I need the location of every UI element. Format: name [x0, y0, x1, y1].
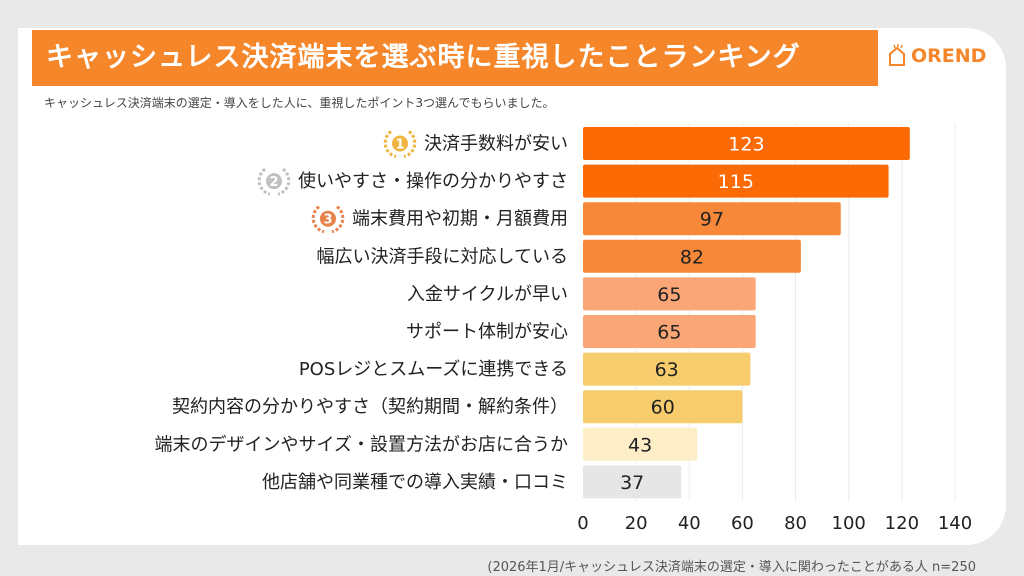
- bar-value-label: 43: [628, 434, 652, 456]
- bar: [583, 239, 801, 273]
- category-label: 端末のデザインやサイズ・設置方法がお店に合うか: [155, 434, 568, 455]
- bar-value-label: 60: [651, 397, 675, 419]
- rank-laurel-icon: [383, 130, 417, 158]
- bar: [583, 352, 751, 386]
- bar: [583, 127, 910, 160]
- rank-badge-circle: [266, 173, 282, 190]
- rank-number: 3: [323, 213, 332, 228]
- x-tick-label: 20: [625, 513, 648, 534]
- rank-badge-circle: [392, 135, 408, 152]
- bar: [583, 315, 756, 348]
- rank-laurel-icon: [257, 167, 291, 196]
- bar-value-label: 37: [620, 472, 644, 494]
- category-label: 他店舗や同業種での導入実績・口コミ: [262, 472, 568, 493]
- x-tick-label: 60: [731, 513, 754, 534]
- bar-value-label: 65: [657, 322, 681, 344]
- x-tick-label: 40: [678, 513, 701, 534]
- source-note: (2026年1月/キャッシュレス決済端末の選定・導入に関わったことがある人 n=…: [487, 560, 976, 575]
- x-tick-label: 100: [832, 513, 866, 534]
- category-label: 入金サイクルが早い: [407, 284, 568, 305]
- x-tick-label: 140: [938, 513, 972, 534]
- bar: [583, 465, 682, 499]
- x-tick-label: 80: [784, 513, 807, 534]
- bar: [583, 164, 889, 198]
- rank-number: 2: [269, 175, 278, 190]
- bar-value-label: 82: [680, 246, 704, 268]
- bar-value-label: 63: [655, 359, 679, 381]
- chart-subtitle: キャッシュレス決済端末の選定・導入をした人に、重視したポイント3つ選んでもらいま…: [44, 96, 555, 110]
- category-label: 決済手数料が安い: [424, 134, 568, 155]
- house-hand-icon: [889, 44, 905, 66]
- bar-value-label: 97: [700, 209, 724, 231]
- bar: [583, 202, 841, 236]
- rank-number: 1: [395, 138, 404, 153]
- category-label: 幅広い決済手段に対応している: [317, 246, 568, 267]
- x-tick-label: 0: [577, 513, 588, 534]
- bar-value-label: 65: [657, 284, 681, 306]
- orend-logo: OREND: [886, 44, 986, 68]
- rank-badge-circle: [320, 210, 336, 227]
- x-tick-label: 120: [885, 513, 919, 534]
- bar: [583, 390, 743, 424]
- category-label: 使いやすさ・操作の分かりやすさ: [298, 171, 568, 192]
- bar-value-label: 123: [728, 134, 764, 156]
- chart-title: キャッシュレス決済端末を選ぶ時に重視したことランキング: [32, 30, 878, 86]
- category-label: POSレジとスムーズに連携できる: [299, 359, 568, 380]
- category-label: サポート体制が安心: [406, 322, 568, 343]
- category-label: 端末費用や初期・月額費用: [352, 209, 568, 230]
- chart-card: [18, 28, 1006, 545]
- category-label: 契約内容の分かりやすさ（契約期間・解約条件）: [172, 397, 568, 418]
- rank-laurel-icon: [311, 205, 345, 234]
- bar-value-label: 115: [718, 171, 754, 193]
- bar: [583, 427, 698, 461]
- logo-text: OREND: [911, 45, 987, 67]
- bar: [583, 277, 756, 311]
